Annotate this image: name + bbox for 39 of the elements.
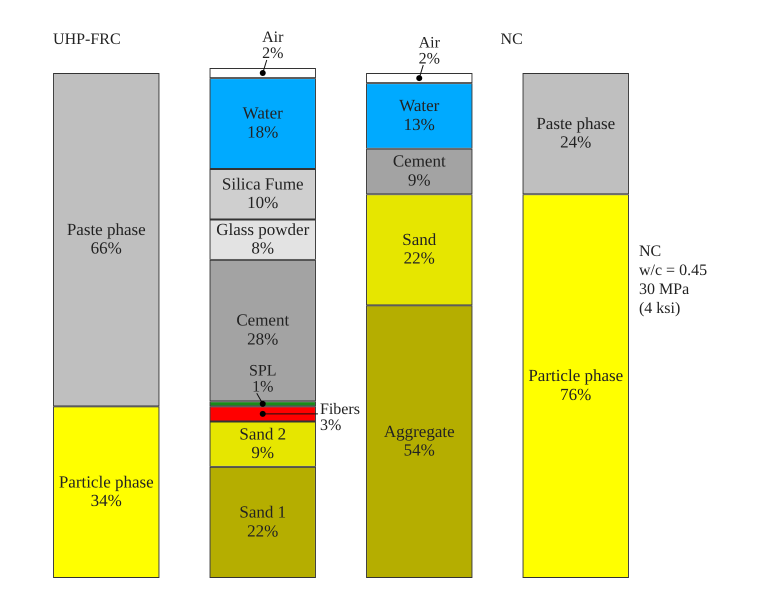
data-label: 28% [247,329,278,348]
text: Cement [236,310,290,330]
series-label: Silica Fume [222,174,304,194]
series-label: SPL [248,362,277,380]
text: Paste phase [536,114,616,133]
data-label: 2% [262,45,284,62]
annotation: NC w/c = 0.45 30 MPa (4 ksi) [638,242,708,317]
data-label: 8% [251,238,274,258]
data-label: 24% [560,132,592,152]
data-label: 18% [247,122,278,142]
series-label: Aggregate [384,422,455,441]
data-label: 34% [90,490,122,510]
text: UHP-FRC [53,31,121,48]
data-label: 22% [404,248,435,268]
text: Air [262,29,284,46]
data-label: 76% [560,384,592,404]
series-label: Paste phase [66,220,146,239]
data-label: 13% [404,114,435,134]
data-label: 2% [418,50,440,68]
data-label: 1% [252,378,274,396]
data-label: 10% [247,193,278,212]
series-label: Air [418,34,441,52]
series-label: Particle phase [528,366,624,386]
series-label: Sand [402,230,437,249]
data-label: 22% [247,521,278,540]
text: Particle phase [58,472,154,492]
data-label: 3% [320,417,342,434]
text: NC [500,31,523,48]
series-label: Cement [392,152,446,171]
text: Water [242,104,283,123]
series-label: Water [399,96,440,116]
data-label: 9% [408,170,431,190]
series-label: Glass powder [216,220,310,239]
series-label: Sand 2 [239,424,286,444]
data-label: 9% [251,443,274,462]
data-label: 66% [90,238,122,258]
data-label: 54% [404,440,435,460]
series-label: Fibers [320,401,360,418]
series-label: Sand 1 [239,502,286,522]
